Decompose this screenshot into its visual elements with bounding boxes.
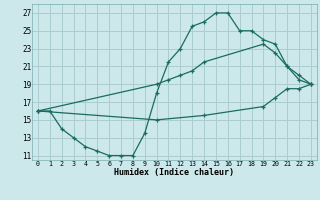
X-axis label: Humidex (Indice chaleur): Humidex (Indice chaleur) bbox=[115, 168, 234, 177]
